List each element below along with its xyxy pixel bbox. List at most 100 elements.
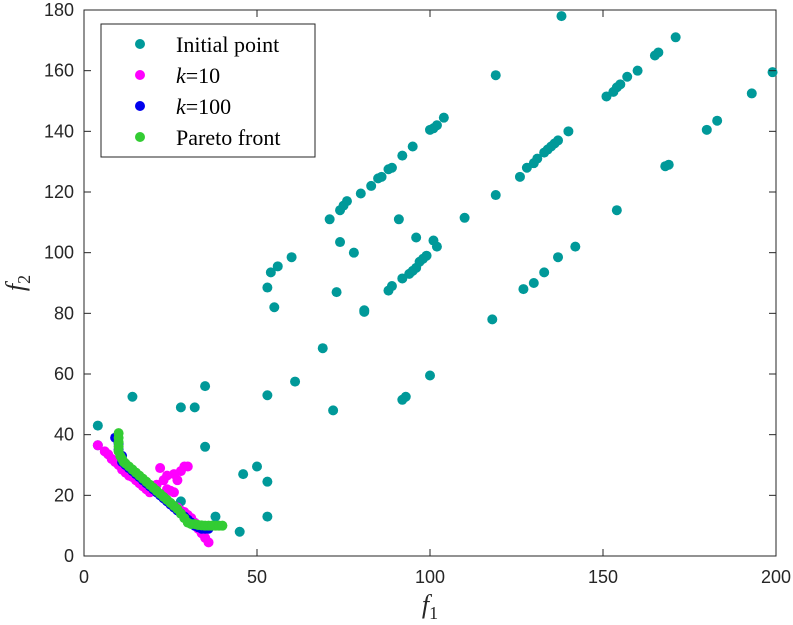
data-point (92, 440, 103, 451)
data-point (487, 314, 498, 325)
legend-label-pareto-front: Pareto front (176, 125, 280, 150)
legend: Initial point k=10 k=100 Pareto front (100, 23, 316, 158)
data-point (290, 376, 301, 387)
data-point (746, 88, 757, 99)
data-point (348, 247, 359, 258)
legend-label-k100: k=100 (176, 94, 231, 119)
data-point (265, 267, 276, 278)
data-point (238, 469, 249, 480)
data-point (431, 241, 442, 252)
data-point (200, 381, 211, 392)
data-point (553, 135, 564, 146)
data-point (189, 402, 200, 413)
y-tick-label: 100 (44, 243, 74, 263)
y-axis-label-symbol: f (1, 280, 30, 291)
data-point (514, 171, 525, 182)
data-point (663, 159, 674, 170)
y-tick-label: 140 (44, 121, 74, 141)
legend-marker-pareto-front (135, 132, 145, 142)
data-point (528, 278, 539, 288)
data-point (490, 70, 501, 81)
data-point (670, 32, 681, 43)
data-point (386, 281, 397, 292)
data-point (397, 150, 408, 161)
data-point (217, 520, 228, 531)
data-point (172, 475, 183, 486)
data-point (376, 171, 387, 182)
data-point (701, 124, 712, 135)
data-point (653, 47, 664, 58)
x-axis-label: f1 (422, 590, 438, 623)
data-point (438, 112, 449, 123)
data-point (127, 391, 138, 402)
x-tick-label: 150 (588, 567, 618, 587)
y-tick-label: 20 (54, 485, 74, 505)
legend-label-k10: k=10 (176, 63, 220, 88)
data-point (556, 11, 567, 22)
data-point (400, 391, 411, 402)
legend-marker-initial-point (135, 39, 145, 49)
y-tick-label: 120 (44, 182, 74, 202)
data-point (553, 252, 564, 263)
data-point (355, 188, 366, 199)
tick-layer: 0 50 100 150 200 0 20 40 60 80 100 120 140 160 180 (44, 0, 791, 587)
data-point (431, 120, 442, 131)
data-point (615, 79, 626, 90)
data-point (262, 282, 273, 293)
data-point (328, 405, 339, 416)
y-axis-label-sub: 2 (14, 275, 34, 284)
data-point (335, 237, 346, 248)
data-point (518, 284, 529, 295)
x-tick-label: 200 (761, 567, 791, 587)
data-point (252, 461, 262, 472)
data-point (262, 390, 273, 401)
data-point (570, 241, 581, 252)
y-tick-label: 80 (54, 303, 74, 323)
data-point (203, 537, 214, 548)
data-point (532, 153, 543, 164)
data-point (712, 115, 723, 126)
data-point (611, 205, 622, 216)
data-point (286, 252, 297, 263)
data-point (563, 126, 574, 137)
x-tick-label: 0 (79, 567, 89, 587)
x-tick-label: 100 (415, 567, 445, 587)
legend-marker-k10 (135, 70, 145, 80)
series-initial-point (92, 11, 778, 537)
data-point (341, 196, 352, 207)
legend-marker-k100 (135, 101, 145, 111)
data-point (168, 487, 179, 498)
x-tick-label: 50 (247, 567, 267, 587)
y-tick-label: 180 (44, 0, 74, 20)
x-axis-label-symbol: f (422, 590, 433, 619)
data-point (317, 343, 328, 354)
data-point (407, 141, 418, 152)
data-point (359, 306, 370, 317)
data-point (490, 190, 501, 201)
data-point (324, 214, 335, 225)
data-point (182, 461, 193, 472)
data-point (234, 526, 245, 537)
data-point (411, 232, 422, 243)
data-point (210, 511, 221, 522)
data-point (200, 441, 211, 452)
y-tick-label: 60 (54, 364, 74, 384)
data-point (539, 267, 550, 278)
data-point (632, 65, 643, 76)
data-point (421, 250, 432, 261)
data-point (366, 180, 377, 191)
data-point (92, 420, 103, 431)
data-point (459, 212, 470, 223)
data-point (155, 463, 166, 474)
data-point (425, 370, 435, 381)
data-point (767, 67, 778, 78)
data-point (269, 302, 280, 313)
series-layer (92, 11, 778, 548)
data-point (175, 402, 186, 413)
y-tick-label: 160 (44, 61, 74, 81)
y-tick-label: 0 (64, 546, 74, 566)
y-tick-label: 40 (54, 425, 74, 445)
data-point (331, 287, 342, 298)
data-point (262, 476, 273, 487)
